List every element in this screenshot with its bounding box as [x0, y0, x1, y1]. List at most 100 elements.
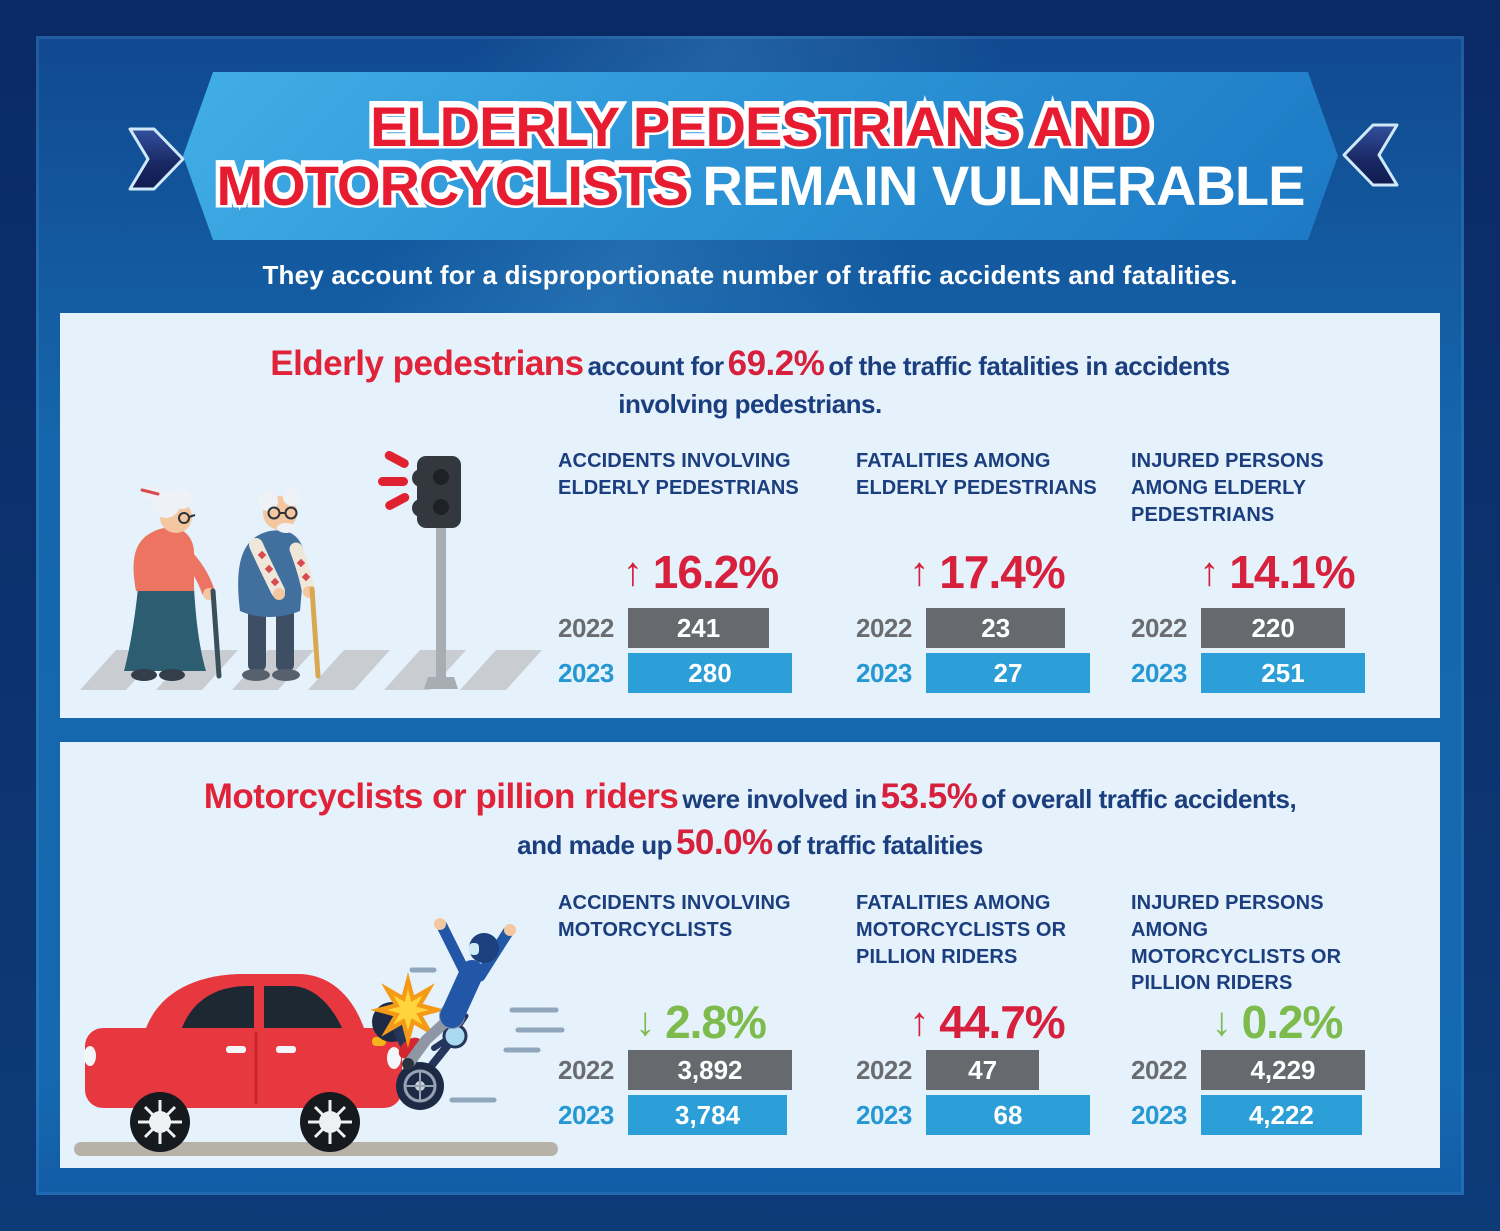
- rider: [402, 918, 516, 1070]
- bar-track: 220: [1201, 608, 1365, 648]
- bar-row-2023: 2023 27: [856, 653, 1118, 693]
- bar-2023: 3,784: [628, 1095, 788, 1135]
- trend-up-icon: ↑: [622, 550, 643, 594]
- bar-value: 3,784: [675, 1099, 741, 1130]
- title-line1-red: ELDERLY PEDESTRIANS AND: [370, 95, 1152, 158]
- stat-change: ↑ 16.2%: [558, 536, 843, 608]
- stat-title: INJURED PERSONS AMONG MOTORCYCLISTS OR P…: [1131, 892, 1342, 995]
- year-label: 2023: [1131, 657, 1187, 688]
- bar-track: 241: [628, 608, 792, 648]
- bar-value: 220: [1251, 612, 1295, 643]
- subtitle: They account for a disproportionate numb…: [262, 260, 1238, 290]
- heading-text: were involved in: [682, 784, 877, 814]
- year-label: 2023: [558, 1099, 614, 1130]
- stat-fatalities-elderly: FATALITIES AMONG ELDERLY PEDESTRIANS ↑ 1…: [856, 448, 1118, 698]
- bar-row-2022: 2022 4,229: [1131, 1050, 1423, 1090]
- bar-row-2022: 2022 3,892: [558, 1050, 843, 1090]
- bar-value: 23: [981, 612, 1011, 643]
- stat-change-value: 16.2%: [652, 546, 779, 598]
- bar-value: 251: [1261, 657, 1305, 688]
- crash-burst: [370, 972, 446, 1048]
- stat-title: INJURED PERSONS AMONG ELDERLY PEDESTRIAN…: [1131, 450, 1324, 526]
- year-label: 2023: [856, 657, 912, 688]
- bar-value: 241: [676, 612, 721, 643]
- bar-2022: 47: [926, 1050, 1040, 1090]
- bar-track: 23: [926, 608, 1090, 648]
- heading-text: and made up: [517, 830, 672, 861]
- stat-title: FATALITIES AMONG MOTORCYCLISTS OR PILLIO…: [856, 892, 1067, 968]
- title-line2-white: REMAIN VULNERABLE: [702, 154, 1305, 217]
- stat-change: ↑ 14.1%: [1131, 536, 1423, 608]
- trend-down-icon: ↓: [635, 1000, 656, 1044]
- bar-row-2023: 2023 280: [558, 653, 843, 693]
- stat-change: ↓ 2.8%: [558, 994, 843, 1050]
- bar-2022: 3,892: [628, 1050, 792, 1090]
- elderly-crossing-illustration: [72, 433, 556, 711]
- bar-2022: 241: [628, 608, 770, 648]
- year-label: 2023: [558, 657, 614, 688]
- elderly-stats: ACCIDENTS INVOLVING ELDERLY PEDESTRIANS …: [558, 448, 1423, 698]
- heading-text: involving pedestrians.: [618, 389, 882, 420]
- bar-value: 27: [993, 657, 1023, 688]
- heading-text: of the traffic fatalities in accidents: [828, 351, 1230, 381]
- bar-track: 4,229: [1201, 1050, 1365, 1090]
- year-label: 2022: [856, 612, 912, 643]
- bar-2023: 27: [926, 653, 1090, 693]
- heading-highlight: Motorcyclists or pillion riders: [203, 777, 679, 816]
- year-label: 2022: [1131, 1054, 1187, 1085]
- moto-panel-heading: Motorcyclists or pillion riders were inv…: [100, 774, 1400, 866]
- bar-row-2022: 2022 23: [856, 608, 1118, 648]
- bar-value: 4,229: [1250, 1054, 1316, 1085]
- road: [74, 1142, 558, 1156]
- bar-track: 251: [1201, 653, 1365, 693]
- year-label: 2022: [558, 1054, 614, 1085]
- left-chevron-icon: [128, 127, 185, 191]
- elderly-pedestrians-panel: Elderly pedestrians account for 69.2% of…: [60, 313, 1440, 718]
- bar-track: 68: [926, 1095, 1090, 1135]
- red-signal-flashes: [378, 450, 410, 510]
- heading-text: account for: [587, 351, 725, 381]
- bar-track: 27: [926, 653, 1090, 693]
- year-label: 2022: [856, 1054, 912, 1085]
- title-line-2: MOTORCYCLISTS REMAIN VULNERABLE: [217, 154, 1306, 217]
- year-label: 2023: [1131, 1099, 1187, 1130]
- right-chevron-icon: [1342, 123, 1399, 187]
- bar-value: 4,222: [1248, 1099, 1314, 1130]
- stat-change-value: 17.4%: [939, 546, 1065, 598]
- bar-track: 280: [628, 653, 792, 693]
- stat-accidents-elderly: ACCIDENTS INVOLVING ELDERLY PEDESTRIANS …: [558, 448, 843, 698]
- bar-2022: 220: [1201, 608, 1346, 648]
- bar-value: 3,892: [677, 1054, 743, 1085]
- bar-value: 47: [968, 1054, 998, 1085]
- bar-2022: 4,229: [1201, 1050, 1365, 1090]
- trend-up-icon: ↑: [909, 1000, 930, 1044]
- heading-stat: 50.0%: [675, 823, 773, 863]
- stat-change: ↑ 17.4%: [856, 536, 1118, 608]
- year-label: 2022: [558, 612, 614, 643]
- trend-up-icon: ↑: [1199, 550, 1220, 594]
- bar-2023: 251: [1201, 653, 1365, 693]
- bar-value: 280: [688, 657, 732, 688]
- stat-change-value: 0.2%: [1241, 996, 1344, 1048]
- heading-highlight: Elderly pedestrians: [270, 344, 584, 383]
- moto-stats: ACCIDENTS INVOLVING MOTORCYCLISTS ↓ 2.8%…: [558, 890, 1423, 1140]
- bar-2023: 280: [628, 653, 792, 693]
- stat-injured-elderly: INJURED PERSONS AMONG ELDERLY PEDESTRIAN…: [1131, 448, 1423, 698]
- title-line2-red: MOTORCYCLISTS: [217, 154, 689, 217]
- stat-title: FATALITIES AMONG ELDERLY PEDESTRIANS: [856, 450, 1097, 499]
- year-label: 2022: [1131, 612, 1187, 643]
- trend-down-icon: ↓: [1211, 1000, 1232, 1044]
- trend-up-icon: ↑: [909, 550, 930, 594]
- heading-text: of overall traffic accidents,: [981, 784, 1297, 814]
- stat-change-value: 44.7%: [939, 996, 1065, 1048]
- stat-injured-moto: INJURED PERSONS AMONG MOTORCYCLISTS OR P…: [1131, 890, 1423, 1140]
- motorcyclists-panel: Motorcyclists or pillion riders were inv…: [60, 742, 1440, 1168]
- bar-track: 3,784: [628, 1095, 792, 1135]
- bar-2023: 68: [926, 1095, 1090, 1135]
- stat-change: ↑ 44.7%: [856, 994, 1118, 1050]
- stat-fatalities-moto: FATALITIES AMONG MOTORCYCLISTS OR PILLIO…: [856, 890, 1118, 1140]
- heading-text: of traffic fatalities: [776, 830, 984, 861]
- bar-track: 3,892: [628, 1050, 792, 1090]
- bar-value: 68: [993, 1099, 1023, 1130]
